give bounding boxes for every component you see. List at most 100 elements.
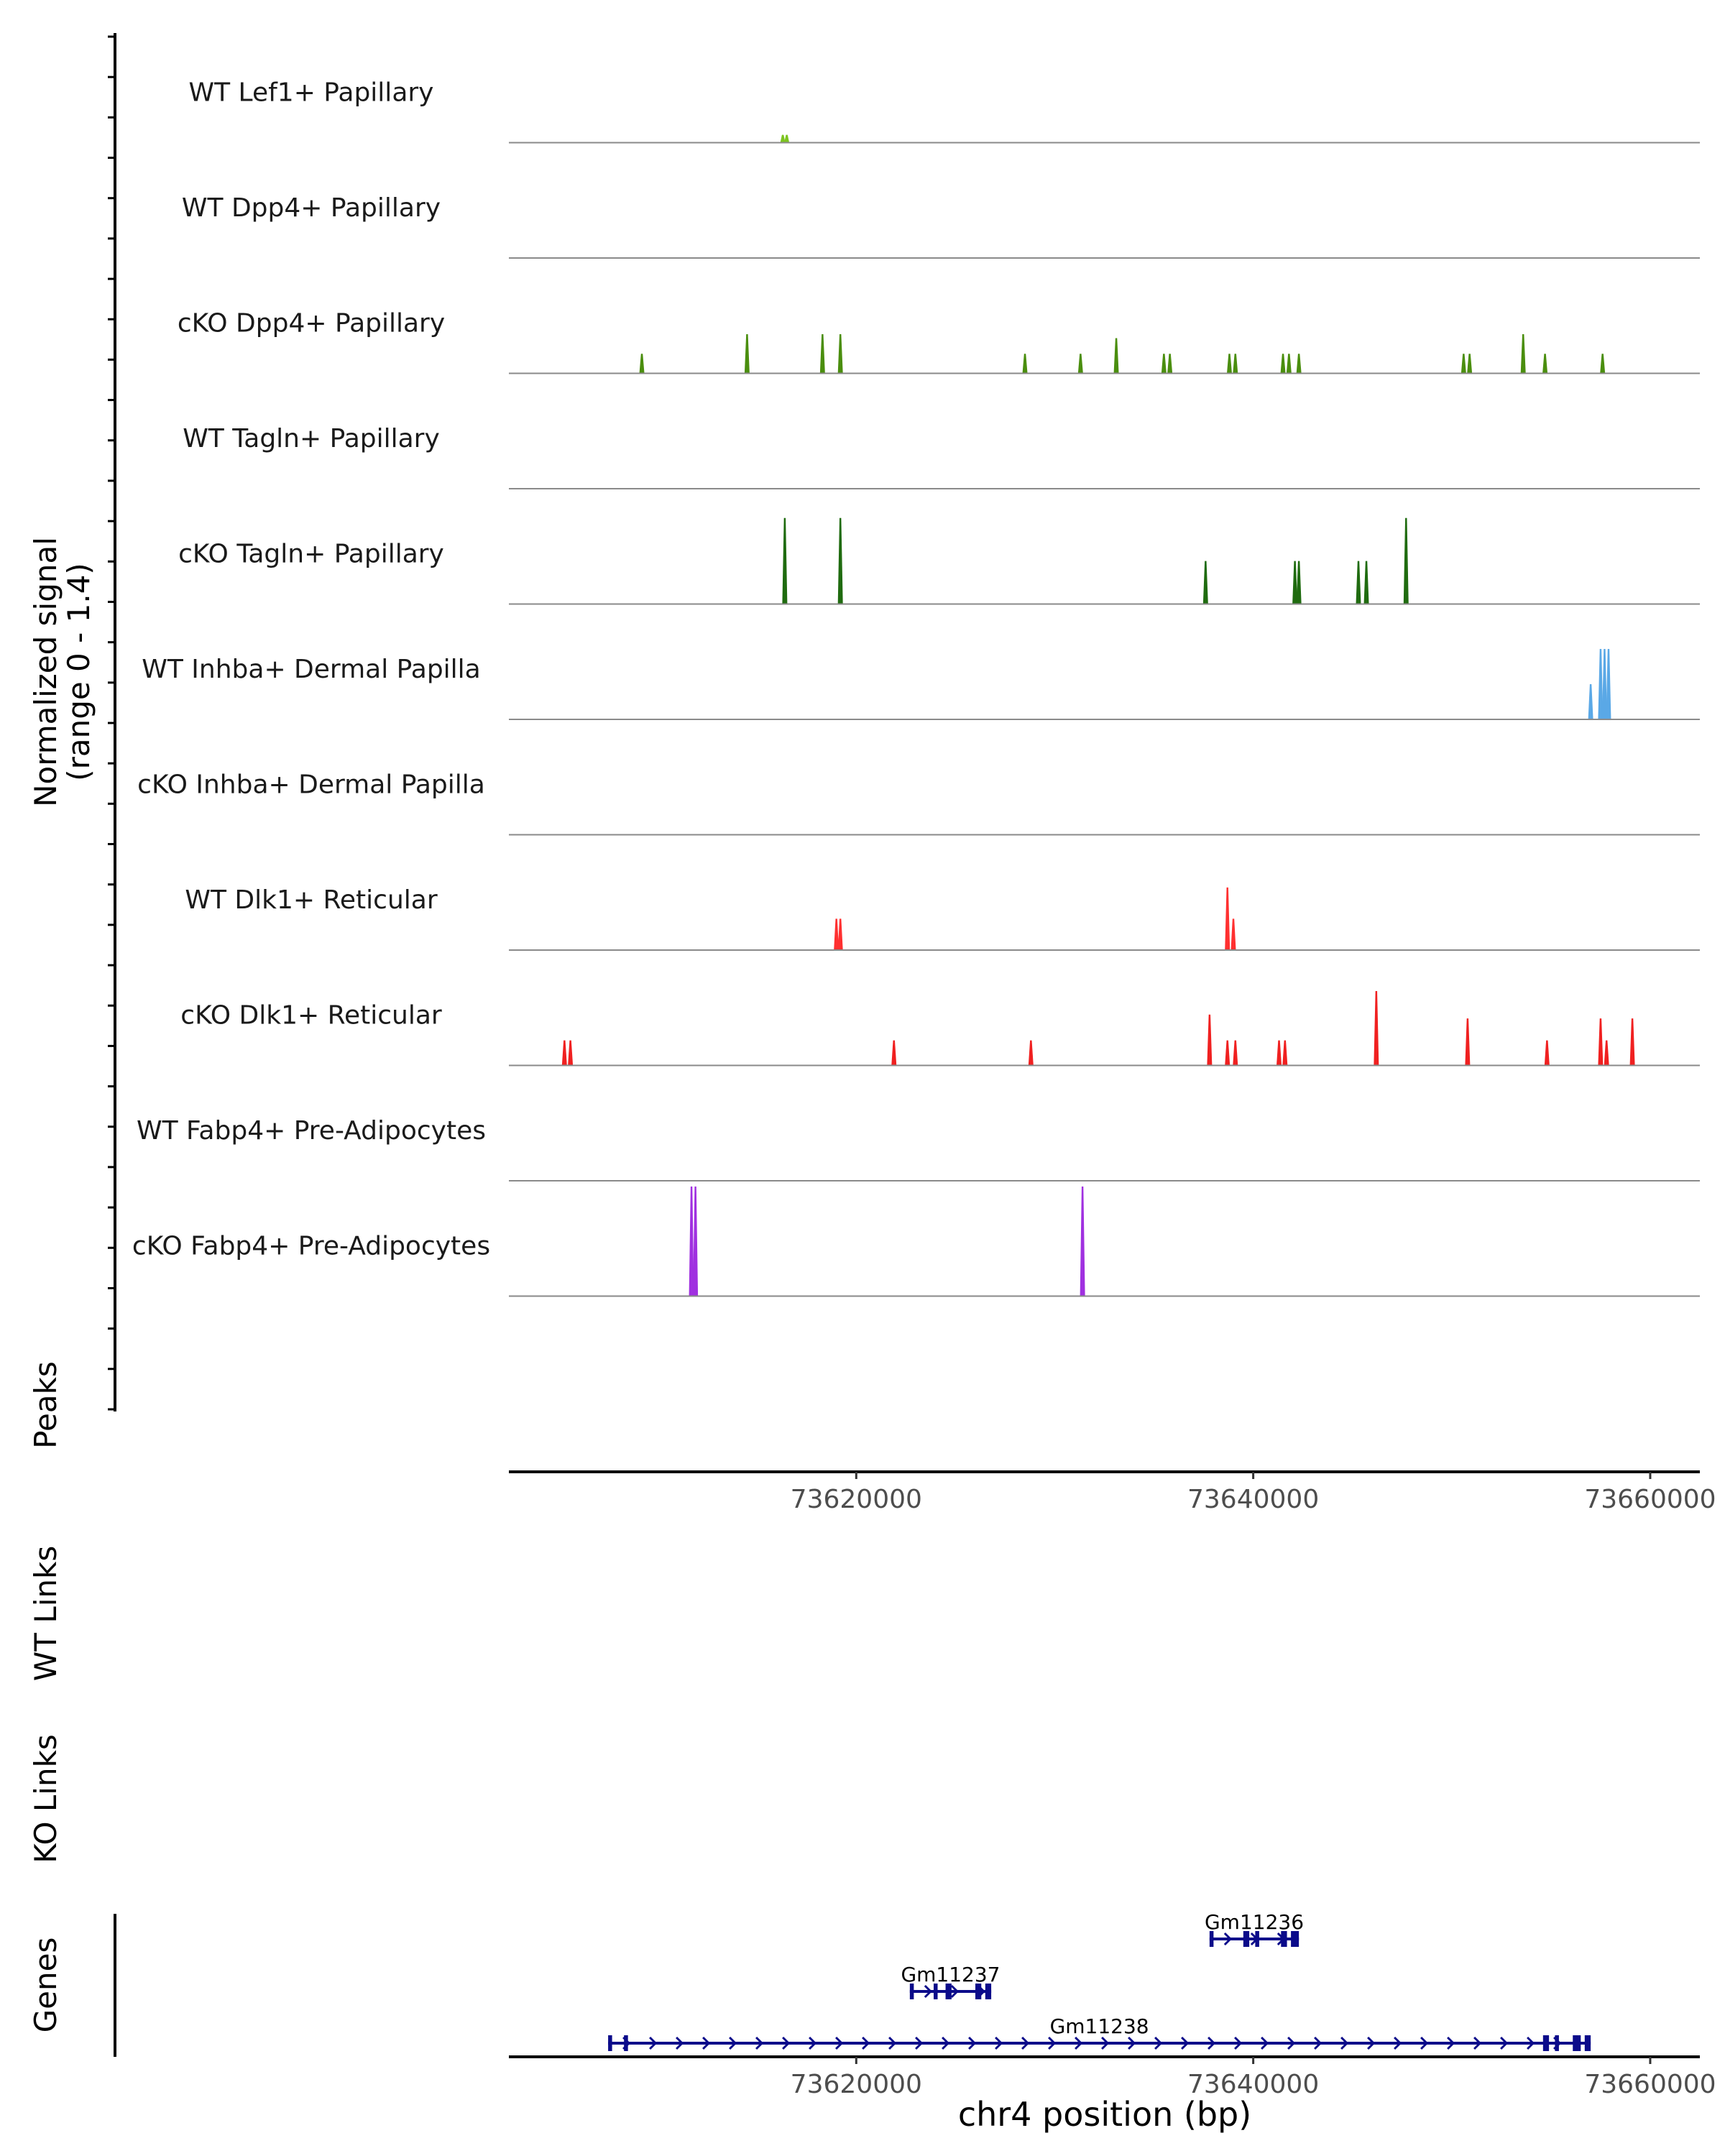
signal-peak — [1292, 561, 1298, 604]
signal-peak — [1276, 1040, 1282, 1066]
signal-ylabel-line1: Normalized signal — [28, 537, 63, 807]
signal-peak — [1356, 561, 1361, 604]
signal-peak — [1233, 1040, 1238, 1066]
gene-exon — [1291, 1931, 1300, 1947]
wt-links-panel-label: WT Links — [28, 1546, 63, 1681]
peaks-x-ticks: 73620000 73640000 73660000 — [791, 1472, 1716, 1514]
strand-arrow — [729, 2036, 737, 2050]
signal-y-axis — [108, 33, 116, 1411]
strand-arrow — [1287, 2036, 1296, 2050]
track-label: WT Tagln+ Papillary — [183, 424, 440, 453]
signal-peak — [1296, 561, 1302, 604]
signal-peak — [837, 517, 843, 604]
track-label: WT Inhba+ Dermal Papilla — [142, 655, 480, 684]
track-label: WT Lef1+ Papillary — [189, 78, 434, 108]
strand-arrow — [1128, 2036, 1136, 2050]
strand-arrow — [676, 2036, 684, 2050]
strand-arrow — [950, 1984, 959, 1999]
track-label: WT Dpp4+ Papillary — [182, 193, 441, 223]
strand-arrow — [1261, 2036, 1269, 2050]
signal-peak — [819, 334, 825, 374]
signal-peak — [1460, 354, 1466, 374]
signal-peak — [561, 1040, 567, 1066]
signal-peak — [639, 354, 645, 374]
signal-peak — [1520, 334, 1526, 374]
signal-peak — [780, 134, 786, 143]
x-tick-label: 73660000 — [1584, 1485, 1716, 1514]
track-label: WT Fabp4+ Pre-Adipocytes — [137, 1116, 486, 1146]
x-tick-label: 73640000 — [1187, 2070, 1319, 2099]
genes-x-ticks: 73620000 73640000 73660000 — [791, 2057, 1716, 2099]
strand-arrow — [782, 2036, 791, 2050]
strand-arrow — [1500, 2036, 1509, 2050]
strand-arrow — [1048, 2036, 1057, 2050]
signal-peak — [1280, 354, 1286, 374]
gene-exon — [624, 2035, 628, 2051]
strand-arrow — [995, 2036, 1003, 2050]
signal-peak — [1077, 354, 1083, 374]
gene-name: Gm11236 — [1205, 1910, 1304, 1934]
signal-peak — [1230, 918, 1236, 950]
signal-peak — [1600, 354, 1606, 374]
signal-peak — [1202, 561, 1208, 604]
signal-peak — [1225, 887, 1230, 950]
strand-arrow — [702, 2036, 711, 2050]
signal-peak — [1467, 354, 1473, 374]
signal-peak — [689, 1187, 694, 1296]
strand-arrow — [942, 2036, 950, 2050]
signal-peak — [1374, 991, 1379, 1066]
strand-arrow — [755, 2036, 764, 2050]
strand-arrow — [835, 2036, 844, 2050]
strand-arrow — [915, 2036, 924, 2050]
signal-peak — [891, 1040, 897, 1066]
genes-panel-label: Genes — [28, 1938, 63, 2033]
gene-exon — [1209, 1931, 1214, 1947]
signal-peak — [693, 1187, 699, 1296]
signal-ylabel-line2: (range 0 - 1.4) — [61, 563, 96, 781]
x-axis-label: chr4 position (bp) — [958, 2095, 1251, 2134]
signal-peak — [1028, 1040, 1034, 1066]
gene-exon — [608, 2035, 612, 2051]
signal-peak — [1296, 354, 1302, 374]
strand-arrow — [1208, 2036, 1216, 2050]
ko-links-panel-label: KO Links — [28, 1734, 63, 1864]
strand-arrow — [1223, 1932, 1232, 1946]
strand-arrow — [649, 2036, 658, 2050]
x-tick-label: 73660000 — [1584, 2070, 1716, 2099]
signal-peak — [1598, 1018, 1604, 1066]
gene-exon — [1255, 1931, 1259, 1947]
track-label: cKO Dpp4+ Papillary — [178, 309, 445, 338]
signal-peak — [1598, 648, 1604, 719]
signal-peak — [1225, 1040, 1230, 1066]
signal-peak — [1588, 683, 1593, 719]
track-label: WT Dlk1+ Reticular — [185, 885, 437, 915]
signal-peak — [1207, 1014, 1213, 1066]
strand-arrow — [1181, 2036, 1190, 2050]
strand-arrow — [862, 2036, 870, 2050]
signal-peak — [1629, 1018, 1635, 1066]
signal-peak — [1161, 354, 1167, 374]
signal-tracks: WT Lef1+ Papillary WT Dpp4+ Papillary cKO … — [132, 78, 1700, 1297]
signal-peak — [1601, 648, 1607, 719]
strand-arrow — [1234, 2036, 1243, 2050]
strand-arrow — [1447, 2036, 1455, 2050]
strand-arrow — [1394, 2036, 1402, 2050]
strand-arrow — [1527, 2036, 1535, 2050]
gene-exon — [1584, 2035, 1591, 2051]
gene-annotations: Gm11236 Gm11237 Gm11238 — [608, 1910, 1591, 2051]
signal-peak — [1403, 517, 1409, 604]
gene-exon — [1243, 1931, 1250, 1947]
strand-arrow — [888, 2036, 897, 2050]
strand-arrow — [924, 1984, 932, 1999]
signal-peak — [834, 918, 840, 950]
x-tick-label: 73640000 — [1187, 1485, 1319, 1514]
gene-exon — [945, 1984, 952, 1999]
strand-arrow — [809, 2036, 817, 2050]
track-label: cKO Fabp4+ Pre-Adipocytes — [132, 1232, 490, 1261]
signal-peak — [1080, 1187, 1085, 1296]
track-label: cKO Dlk1+ Reticular — [180, 1001, 442, 1031]
gene-exon — [985, 1984, 992, 1999]
strand-arrow — [1154, 2036, 1163, 2050]
signal-peak — [1022, 354, 1028, 374]
